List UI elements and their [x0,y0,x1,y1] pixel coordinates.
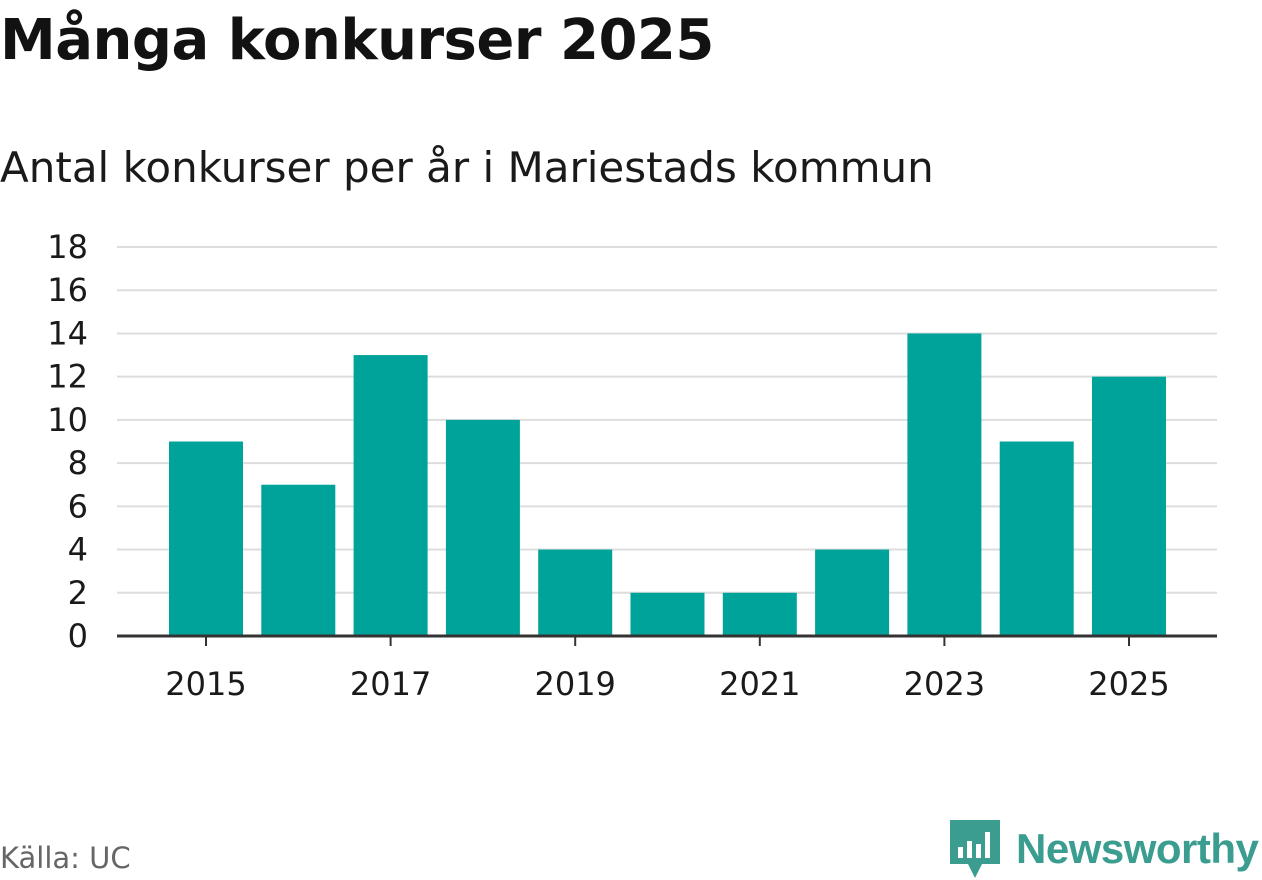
x-axis [117,634,1217,646]
bar-chart: 0 2 4 6 8 10 12 14 16 18 2015 2017 2019 2021 2023 2025 [47,228,1217,703]
bar-2019 [538,549,613,636]
y-tick-label: 2 [68,574,88,612]
x-tick-label: 2025 [1088,665,1169,703]
chart-title: Många konkurser 2025 [0,8,714,73]
y-tick-label: 16 [47,271,88,309]
y-tick-label: 0 [68,617,88,655]
bar-2020 [630,592,705,636]
bars [169,333,1166,636]
brand-logo: Newsworthy [950,818,1259,880]
bar-2017 [353,355,428,636]
bar-2015 [169,441,243,636]
y-tick-labels: 0 2 4 6 8 10 12 14 16 18 [47,228,88,655]
y-tick-label: 12 [47,358,88,396]
x-tick-label: 2023 [904,665,985,703]
bar-2023 [907,333,982,636]
bar-2016 [261,484,336,636]
x-tick-label: 2015 [165,665,246,703]
x-tick-label: 2019 [534,665,615,703]
brand-name: Newsworthy [1016,825,1259,872]
bar-2018 [445,419,520,636]
bar-2025 [1092,376,1166,636]
y-tick-label: 14 [47,314,88,352]
x-tick-labels: 2015 2017 2019 2021 2023 2025 [165,665,1169,703]
x-tick-label: 2017 [350,665,431,703]
y-tick-label: 6 [68,487,88,525]
chart-subtitle: Antal konkurser per år i Mariestads komm… [0,143,934,192]
bar-2022 [815,549,890,636]
y-tick-label: 18 [47,228,88,266]
source-label: Källa: UC [0,841,131,875]
bar-2021 [722,592,797,636]
y-tick-label: 10 [47,401,88,439]
newsworthy-logo-icon [950,820,1000,878]
x-tick-label: 2021 [719,665,800,703]
bar-2024 [999,441,1074,636]
y-tick-label: 8 [68,444,88,482]
y-tick-label: 4 [68,531,88,569]
